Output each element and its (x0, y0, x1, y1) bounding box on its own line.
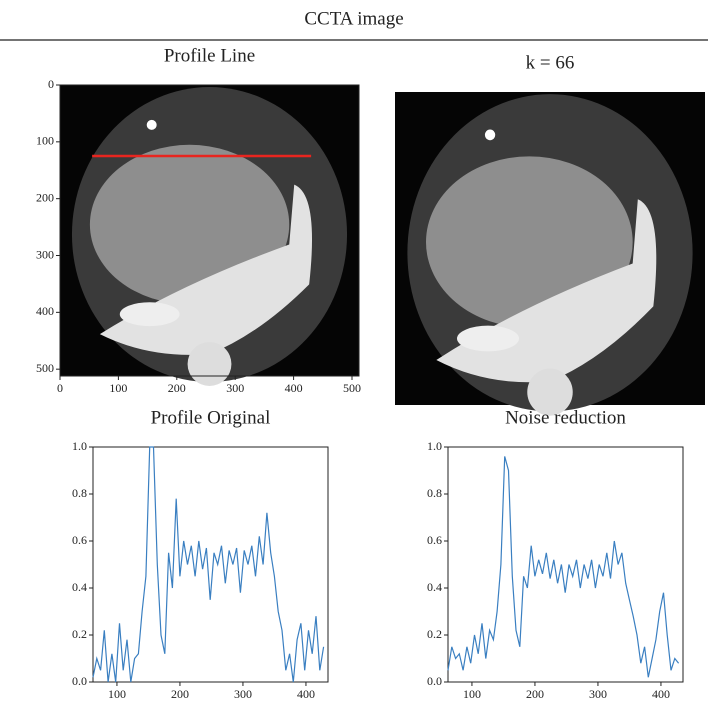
y-tick-label: 500 (36, 361, 54, 375)
y-tick-label: 0.8 (72, 486, 87, 500)
ct-calcium (146, 119, 157, 130)
x-tick-label: 500 (343, 381, 361, 395)
y-tick-label: 300 (36, 247, 54, 261)
ct-spine (187, 342, 232, 386)
profile-curve (447, 456, 680, 678)
y-tick-label: 0.2 (72, 627, 87, 641)
ct-vessel (457, 325, 519, 352)
y-tick-label: 0.2 (427, 627, 442, 641)
y-tick-label: 100 (36, 134, 54, 148)
ct-vessel (119, 302, 180, 327)
axes-frame (59, 84, 360, 377)
y-tick-label: 0.4 (72, 580, 87, 594)
y-tick-label: 1.0 (72, 439, 87, 453)
ct-image (60, 85, 359, 386)
chart-title: Profile Original (151, 407, 271, 428)
x-tick-label: 400 (285, 381, 303, 395)
x-tick-label: 400 (652, 687, 670, 701)
y-tick-label: 0.0 (427, 674, 442, 688)
x-tick-label: 200 (171, 687, 189, 701)
x-tick-label: 100 (463, 687, 481, 701)
y-tick-label: 0.6 (72, 533, 87, 547)
chart-title: Noise reduction (505, 407, 626, 428)
y-tick-label: 0.0 (72, 674, 87, 688)
ct-spine (527, 368, 573, 416)
x-tick-label: 300 (589, 687, 607, 701)
x-tick-label: 300 (234, 687, 252, 701)
x-tick-label: 100 (109, 381, 127, 395)
x-tick-label: 100 (108, 687, 126, 701)
x-tick-label: 0 (57, 381, 63, 395)
y-tick-label: 0.8 (427, 486, 442, 500)
chart-title: k = 66 (526, 52, 575, 73)
ct-image (395, 92, 705, 416)
x-tick-label: 300 (226, 381, 244, 395)
x-tick-label: 200 (168, 381, 186, 395)
y-tick-label: 0.4 (427, 580, 442, 594)
ct-calcium (484, 129, 496, 141)
axes-frame (92, 446, 329, 683)
y-tick-label: 0 (48, 77, 54, 91)
x-tick-label: 200 (526, 687, 544, 701)
profile-curve (92, 446, 325, 683)
x-tick-label: 400 (297, 687, 315, 701)
y-tick-label: 400 (36, 304, 54, 318)
y-tick-label: 1.0 (427, 439, 442, 453)
chart-title: Profile Line (164, 45, 255, 66)
y-tick-label: 0.6 (427, 533, 442, 547)
y-tick-label: 200 (36, 190, 54, 204)
axes-frame (447, 446, 684, 683)
figure-title: CCTA image (304, 8, 403, 29)
